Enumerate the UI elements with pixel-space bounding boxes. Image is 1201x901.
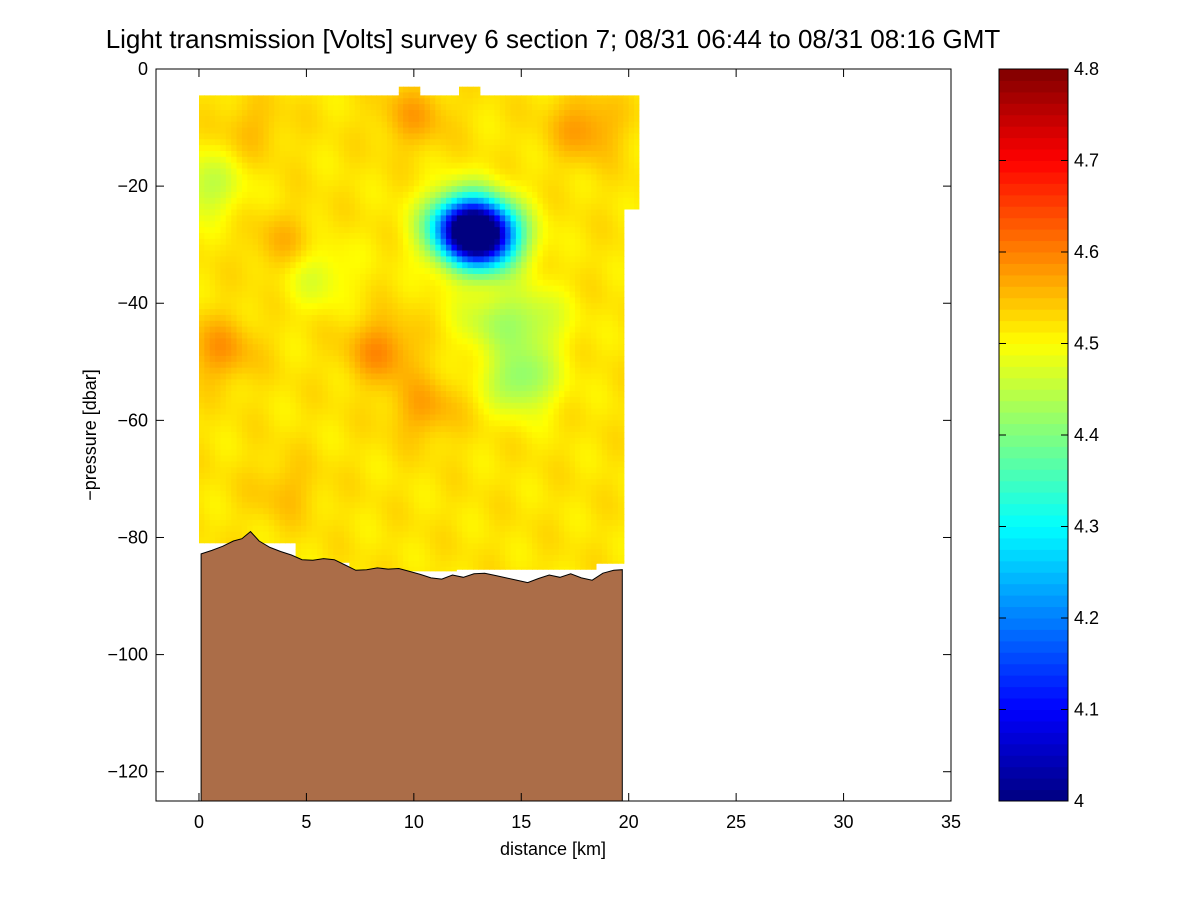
y-tick-label: 0: [138, 59, 148, 79]
x-axis-ticks: 0 5 10 15 20 25 30 35: [194, 69, 961, 832]
plot-frame: [155, 68, 952, 802]
x-tick-label: 30: [834, 812, 854, 832]
colorbar-ticks: 4 4.1 4.2 4.3 4.4 4.5 4.6 4.7 4.8: [999, 59, 1099, 811]
y-axis-label: −pressure [dbar]: [80, 369, 100, 501]
colorbar-tick-label: 4.4: [1074, 425, 1099, 445]
colorbar-tick-label: 4.3: [1074, 517, 1099, 537]
y-tick-label: −60: [117, 410, 148, 430]
colorbar-tick-label: 4.7: [1074, 151, 1099, 171]
chart-title: Light transmission [Volts] survey 6 sect…: [106, 24, 1001, 54]
plot-area: 0 5 10 15 20 25 30 35 0 −20 −40 −60 −80 −100 −120: [107, 59, 961, 832]
x-tick-label: 25: [726, 812, 746, 832]
y-axis-ticks: 0 −20 −40 −60 −80 −100 −120: [107, 59, 951, 782]
colorbar-tick-label: 4.6: [1074, 242, 1099, 262]
colorbar-tick-label: 4.8: [1074, 59, 1099, 79]
colorbar-bands: [999, 69, 1068, 802]
x-tick-label: 0: [194, 812, 204, 832]
colorbar-tick-label: 4.1: [1074, 700, 1099, 720]
seafloor-area: [200, 530, 623, 802]
y-tick-label: −120: [107, 762, 148, 782]
x-tick-label: 5: [301, 812, 311, 832]
transmission-field: [199, 86, 640, 572]
y-tick-label: −20: [117, 176, 148, 196]
x-axis-label: distance [km]: [500, 839, 606, 859]
x-tick-label: 35: [941, 812, 961, 832]
y-tick-label: −100: [107, 645, 148, 665]
x-tick-label: 10: [404, 812, 424, 832]
y-tick-label: −80: [117, 527, 148, 547]
colorbar-tick-label: 4.5: [1074, 334, 1099, 354]
colorbar-tick-label: 4.2: [1074, 608, 1099, 628]
colorbar: 4 4.1 4.2 4.3 4.4 4.5 4.6 4.7 4.8: [998, 59, 1099, 811]
x-tick-label: 15: [511, 812, 531, 832]
colorbar-tick-label: 4: [1074, 791, 1084, 811]
y-tick-label: −40: [117, 293, 148, 313]
x-tick-label: 20: [619, 812, 639, 832]
